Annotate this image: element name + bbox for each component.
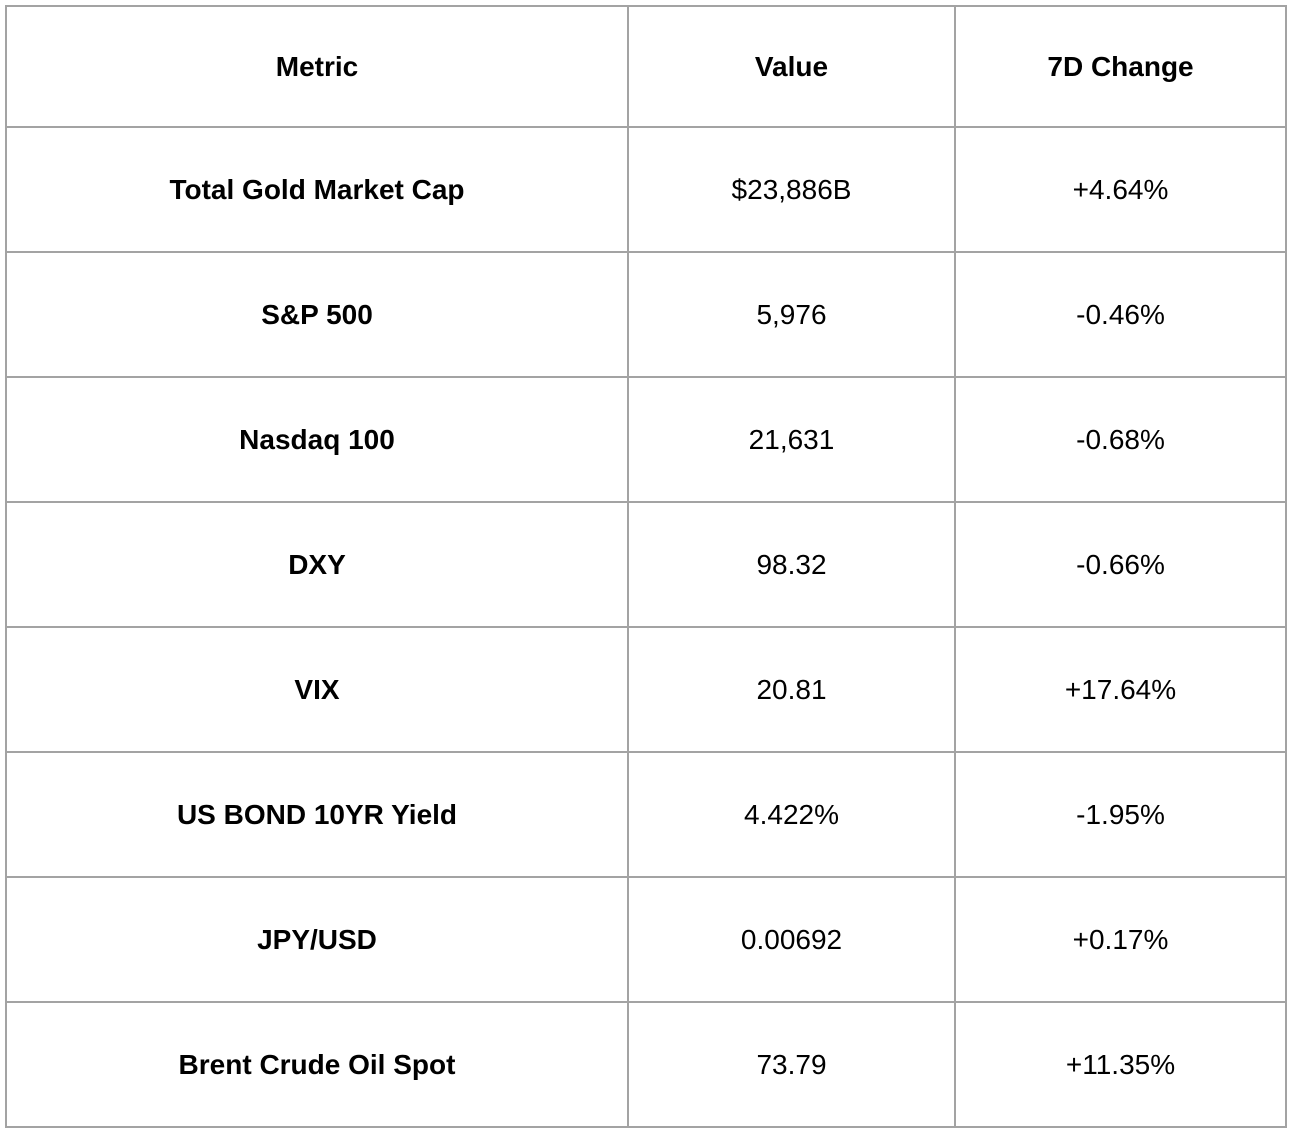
change-cell: +11.35% <box>954 1001 1287 1128</box>
metric-cell: US BOND 10YR Yield <box>5 751 629 878</box>
metric-cell: DXY <box>5 501 629 628</box>
table-row: Total Gold Market Cap $23,886B +4.64% <box>5 126 1287 253</box>
header-row: Metric Value 7D Change <box>5 5 1287 128</box>
metric-cell: JPY/USD <box>5 876 629 1003</box>
value-cell: 4.422% <box>627 751 956 878</box>
table-row: VIX 20.81 +17.64% <box>5 626 1287 753</box>
column-header-7d-change: 7D Change <box>954 5 1287 128</box>
table-row: US BOND 10YR Yield 4.422% -1.95% <box>5 751 1287 878</box>
metric-cell: Brent Crude Oil Spot <box>5 1001 629 1128</box>
metric-cell: S&P 500 <box>5 251 629 378</box>
value-cell: $23,886B <box>627 126 956 253</box>
change-cell: +4.64% <box>954 126 1287 253</box>
metric-cell: Nasdaq 100 <box>5 376 629 503</box>
table-row: Nasdaq 100 21,631 -0.68% <box>5 376 1287 503</box>
table-body: Total Gold Market Cap $23,886B +4.64% S&… <box>5 126 1287 1128</box>
change-cell: -0.68% <box>954 376 1287 503</box>
table-header: Metric Value 7D Change <box>5 5 1287 128</box>
change-cell: -0.46% <box>954 251 1287 378</box>
value-cell: 73.79 <box>627 1001 956 1128</box>
column-header-metric: Metric <box>5 5 629 128</box>
change-cell: -1.95% <box>954 751 1287 878</box>
change-cell: -0.66% <box>954 501 1287 628</box>
metric-cell: Total Gold Market Cap <box>5 126 629 253</box>
value-cell: 20.81 <box>627 626 956 753</box>
column-header-value: Value <box>627 5 956 128</box>
table-row: Brent Crude Oil Spot 73.79 +11.35% <box>5 1001 1287 1128</box>
value-cell: 5,976 <box>627 251 956 378</box>
value-cell: 21,631 <box>627 376 956 503</box>
change-cell: +0.17% <box>954 876 1287 1003</box>
value-cell: 0.00692 <box>627 876 956 1003</box>
metric-cell: VIX <box>5 626 629 753</box>
table-row: JPY/USD 0.00692 +0.17% <box>5 876 1287 1003</box>
metrics-table: Metric Value 7D Change Total Gold Market… <box>5 5 1287 1128</box>
table-row: DXY 98.32 -0.66% <box>5 501 1287 628</box>
value-cell: 98.32 <box>627 501 956 628</box>
change-cell: +17.64% <box>954 626 1287 753</box>
table-row: S&P 500 5,976 -0.46% <box>5 251 1287 378</box>
